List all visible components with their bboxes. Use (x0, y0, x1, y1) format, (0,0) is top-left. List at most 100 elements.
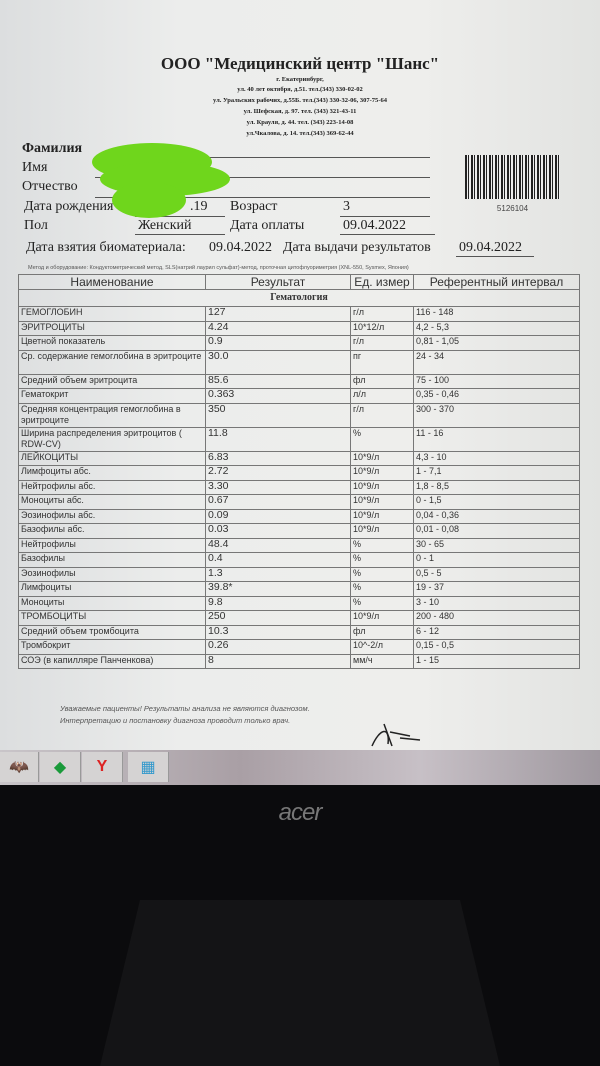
emerald-icon[interactable]: ◆ (40, 752, 81, 782)
issue-date-label: Дата выдачи результатов (283, 240, 431, 255)
table-row: Базофилы абс. 0.03 10*9/л 0,01 - 0,08 (18, 523, 580, 539)
table-row: Базофилы 0.4% 0 - 1 (18, 552, 580, 568)
row-reference: 0,01 - 0,08 (413, 523, 580, 539)
row-result: 85.6 (205, 373, 351, 389)
row-name: Лимфоциты абс. (18, 465, 206, 481)
table-row: ЛЕЙКОЦИТЫ 6.83 10*9/л 4,3 - 10 (18, 450, 580, 466)
row-unit: фл (350, 373, 414, 389)
batman-icon[interactable]: 🦇 (0, 752, 39, 782)
patronymic-label: Отчество (22, 179, 78, 194)
table-row: Ширина распределения эритроцитов ( RDW-C… (18, 426, 580, 452)
row-reference: 116 - 148 (413, 306, 580, 322)
row-unit: 10*9/л (350, 610, 414, 626)
row-reference: 0,35 - 0,46 (413, 388, 580, 404)
row-name: Базофилы (18, 552, 206, 568)
table-row: Лимфоциты абс. 2.72 10*9/л 1 - 7,1 (18, 465, 580, 481)
payment-date-label: Дата оплаты (230, 218, 305, 233)
row-name: Цветной показатель (18, 335, 206, 351)
barcode-icon (465, 155, 560, 199)
row-result: 0.09 (205, 508, 351, 524)
row-result: 0.363 (205, 388, 351, 404)
row-result: 30.0 (205, 349, 351, 375)
table-row: Средняя концентрация гемоглобина в эритр… (18, 402, 580, 428)
row-result: 6.83 (205, 450, 351, 466)
row-reference: 0,5 - 5 (413, 566, 580, 582)
row-name: ГЕМОГЛОБИН (18, 306, 206, 322)
row-result: 350 (205, 402, 351, 428)
row-name: Средний объем эритроцита (18, 373, 206, 389)
row-result: 39.8* (205, 581, 351, 597)
row-name: ЛЕЙКОЦИТЫ (18, 450, 206, 466)
row-name: Средний объем тромбоцита (18, 624, 206, 640)
table-row: Эозинофилы 1.3% 0,5 - 5 (18, 566, 580, 582)
col-header-result: Результат (205, 274, 351, 290)
row-reference: 4,3 - 10 (413, 450, 580, 466)
table-row: ГЕМОГЛОБИН 127 г/л 116 - 148 (18, 306, 580, 322)
row-name: Нейтрофилы (18, 537, 206, 553)
table-row: Гематокрит 0.363 л/л 0,35 - 0,46 (18, 388, 580, 404)
row-name: ТРОМБОЦИТЫ (18, 610, 206, 626)
table-row: Тромбокрит 0.26 10^-2/л 0,15 - 0,5 (18, 639, 580, 655)
row-result: 0.4 (205, 552, 351, 568)
age-value: 3 (343, 199, 350, 214)
row-unit: 10^-2/л (350, 639, 414, 655)
address-line: ул. Крауля, д. 44. тел. (343) 223-14-08 (246, 119, 354, 126)
yandex-browser-icon[interactable]: Y (82, 752, 123, 782)
document-screen: ООО "Медицинский центр "Шанс" г. Екатери… (0, 0, 600, 757)
row-unit: фл (350, 624, 414, 640)
address-line: ул.Чкалова, д. 14. тел.(343) 369-62-44 (246, 130, 354, 137)
row-unit: 10*9/л (350, 465, 414, 481)
row-unit: г/л (350, 402, 414, 428)
table-row: Средний объем тромбоцита 10.3 фл 6 - 12 (18, 624, 580, 640)
row-reference: 75 - 100 (413, 373, 580, 389)
table-row: Моноциты 9.8% 3 - 10 (18, 595, 580, 611)
row-name: Средняя концентрация гемоглобина в эритр… (18, 402, 206, 428)
row-reference: 0 - 1 (413, 552, 580, 568)
row-result: 1.3 (205, 566, 351, 582)
sex-value: Женский (138, 218, 192, 233)
dob-label: Дата рождения (24, 199, 114, 214)
row-unit: г/л (350, 306, 414, 322)
address-line: ул. Шефская, д. 97. тел. (343) 321-43-11 (243, 108, 357, 115)
row-reference: 6 - 12 (413, 624, 580, 640)
issue-date-value: 09.04.2022 (459, 240, 522, 255)
row-result: 0.26 (205, 639, 351, 655)
col-header-reference: Референтный интервал (413, 274, 580, 290)
col-header-unit: Ед. измер (350, 274, 414, 290)
row-result: 0.67 (205, 494, 351, 510)
address-line: ул. Уральских рабочих, д.55Б. тел.(343) … (213, 97, 387, 104)
row-result: 11.8 (205, 426, 351, 452)
age-label: Возраст (230, 199, 278, 214)
row-name: Лимфоциты (18, 581, 206, 597)
row-name: Моноциты абс. (18, 494, 206, 510)
row-reference: 30 - 65 (413, 537, 580, 553)
app-grid-icon[interactable]: ▦ (128, 752, 169, 782)
address-line: ул. 40 лет октября, д.51. тел.(343) 330-… (237, 86, 363, 93)
table-row: Средний объем эритроцита 85.6 фл 75 - 100 (18, 373, 580, 389)
dob-value: .19 (190, 199, 208, 214)
sample-date-label: Дата взятия биоматериала: (26, 240, 186, 255)
table-row: ЭРИТРОЦИТЫ 4.24 10*12/л 4,2 - 5,3 (18, 320, 580, 336)
table-row: Моноциты абс. 0.67 10*9/л 0 - 1,5 (18, 494, 580, 510)
clinic-title: ООО "Медицинский центр "Шанс" (160, 54, 440, 73)
row-reference: 19 - 37 (413, 581, 580, 597)
row-reference: 4,2 - 5,3 (413, 320, 580, 336)
row-result: 8 (205, 653, 351, 669)
row-name: Тромбокрит (18, 639, 206, 655)
row-unit: л/л (350, 388, 414, 404)
row-reference: 3 - 10 (413, 595, 580, 611)
row-name: СОЭ (в капилляре Панченкова) (18, 653, 206, 669)
method-text: Метод и оборудование: Кондуктометрически… (28, 265, 409, 271)
row-unit: % (350, 595, 414, 611)
row-name: Гематокрит (18, 388, 206, 404)
results-table: Наименование Результат Ед. измер Референ… (18, 274, 580, 669)
address-line: г. Екатеринбург, (276, 76, 324, 83)
row-reference: 300 - 370 (413, 402, 580, 428)
note-line: Уважаемые пациенты! Результаты анализа н… (60, 704, 310, 713)
col-header-name: Наименование (18, 274, 206, 290)
signature-icon (371, 723, 421, 747)
row-unit: 10*9/л (350, 479, 414, 495)
row-unit: пг (350, 349, 414, 375)
row-unit: % (350, 552, 414, 568)
table-row: Нейтрофилы 48.4% 30 - 65 (18, 537, 580, 553)
